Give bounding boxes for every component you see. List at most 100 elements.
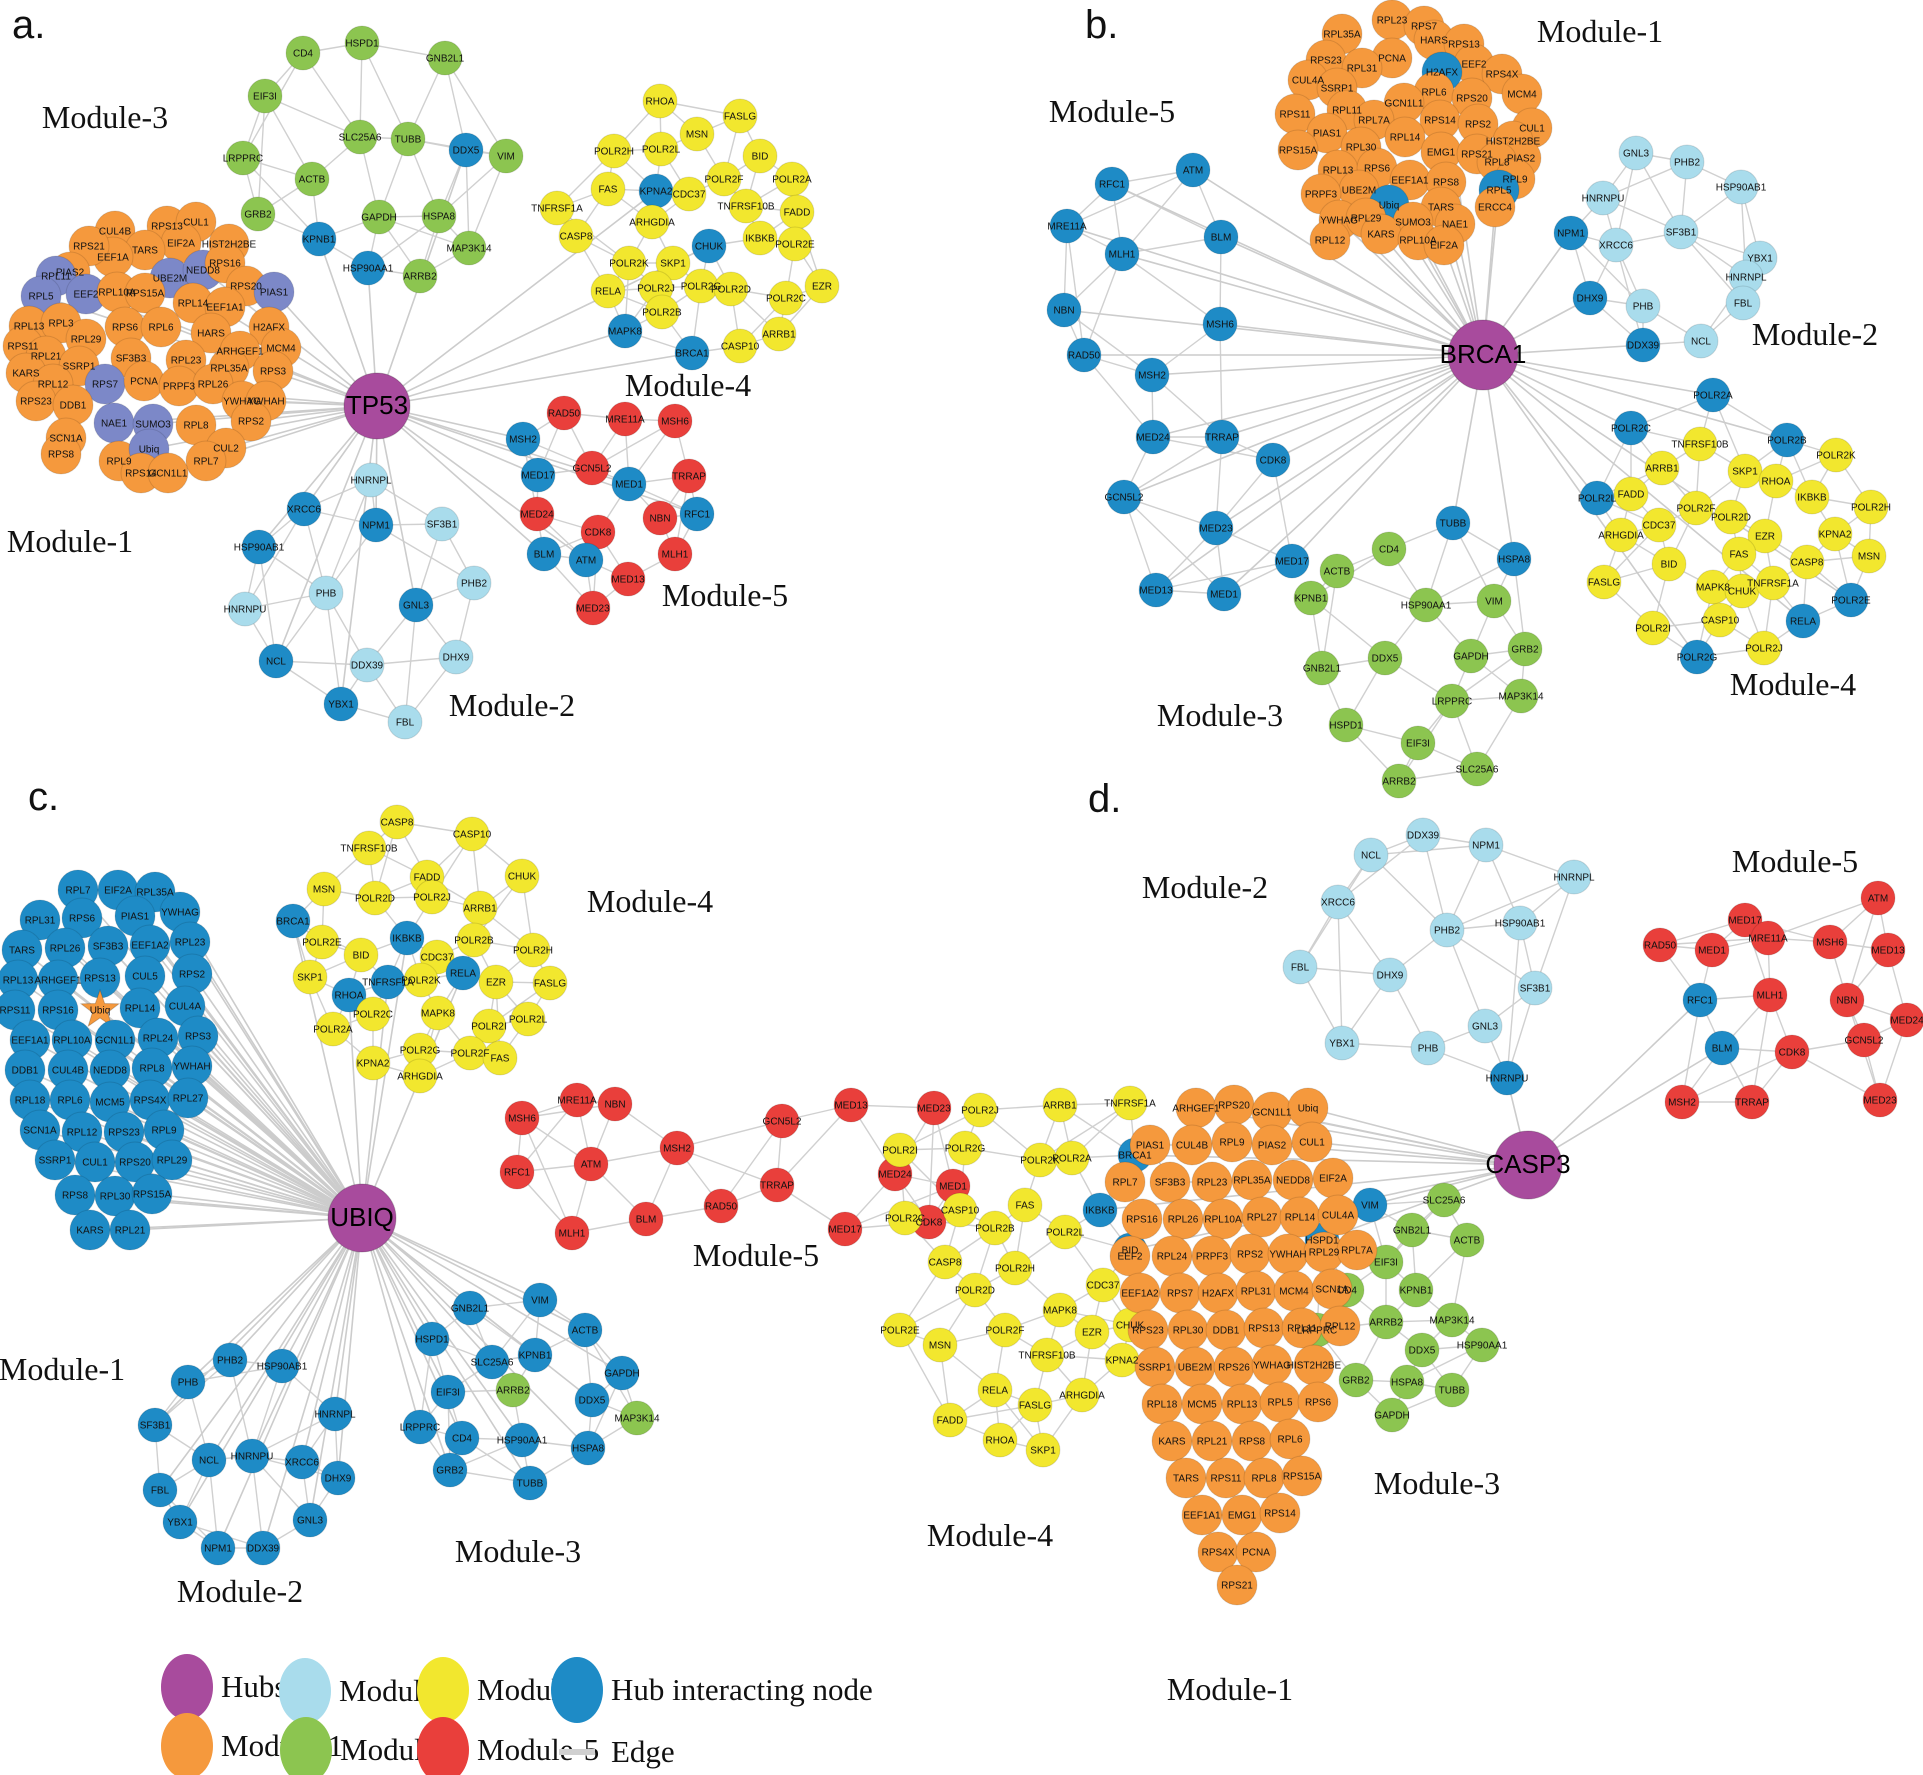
node-POLR2J[interactable]	[1746, 630, 1782, 666]
node-RPL31[interactable]	[19, 899, 61, 941]
node-CDK8[interactable]	[1255, 442, 1291, 478]
node-SF3B1[interactable]	[1517, 970, 1553, 1006]
node-BLM[interactable]	[1203, 219, 1239, 255]
node-CDK8[interactable]	[1774, 1034, 1810, 1070]
node-BID[interactable]	[1651, 546, 1687, 582]
node-NBN[interactable]	[1829, 982, 1865, 1018]
node-FADD[interactable]	[1613, 476, 1649, 512]
node-HSPD1[interactable]	[1328, 707, 1364, 743]
node-TARS[interactable]	[1165, 1457, 1207, 1499]
node-NPM1[interactable]	[358, 507, 394, 543]
node-ACTB[interactable]	[1449, 1222, 1485, 1258]
node-MSH6[interactable]	[1812, 924, 1848, 960]
node-POLR2B[interactable]	[1769, 422, 1805, 458]
node-RPL26[interactable]	[1162, 1198, 1204, 1240]
node-MSH2[interactable]	[1664, 1084, 1700, 1120]
node-POLR2A[interactable]	[315, 1011, 351, 1047]
node-GNL3[interactable]	[292, 1502, 328, 1538]
node-HARS[interactable]	[190, 312, 232, 354]
node-POLR2G[interactable]	[683, 268, 719, 304]
node-HNRNPL[interactable]	[317, 1396, 353, 1432]
node-RPS7[interactable]	[1159, 1272, 1201, 1314]
node-FAS[interactable]	[1007, 1187, 1043, 1223]
node-BID[interactable]	[742, 138, 778, 174]
node-RPL12[interactable]	[1309, 219, 1351, 261]
node-MSN[interactable]	[922, 1327, 958, 1363]
node-NPM1[interactable]	[200, 1530, 236, 1566]
node-MAPK8[interactable]	[420, 995, 456, 1031]
node-FAS[interactable]	[590, 171, 626, 207]
node-POLR2B[interactable]	[977, 1210, 1013, 1246]
node-FASLG[interactable]	[532, 965, 568, 1001]
node-RPS6[interactable]	[1297, 1381, 1339, 1423]
node-POLR2H[interactable]	[596, 133, 632, 169]
node-SCN1A[interactable]	[1311, 1268, 1353, 1310]
node-BLM[interactable]	[628, 1201, 664, 1237]
node-BRCA1[interactable]	[674, 335, 710, 371]
node-SSRP1[interactable]	[1134, 1346, 1176, 1388]
node-RPS14[interactable]	[1259, 1492, 1301, 1534]
node-ACTB[interactable]	[294, 161, 330, 197]
node-RPS2[interactable]	[1229, 1233, 1271, 1275]
node-RPS8[interactable]	[40, 433, 82, 475]
node-RPS11[interactable]	[1205, 1457, 1247, 1499]
node-POLR2G[interactable]	[1679, 639, 1715, 675]
node-NPM1[interactable]	[1553, 215, 1589, 251]
node-RPS21[interactable]	[1216, 1564, 1258, 1606]
node-FAS[interactable]	[1721, 536, 1757, 572]
node-HSP90AB1[interactable]	[264, 1348, 300, 1384]
node-RPL21[interactable]	[109, 1209, 151, 1251]
node-PIAS2[interactable]	[1251, 1124, 1293, 1166]
node-RPL12[interactable]	[1319, 1305, 1361, 1347]
node-RPL8[interactable]	[1243, 1457, 1285, 1499]
node-HSP90AA1[interactable]	[350, 250, 386, 286]
node-HNRNPU[interactable]	[227, 591, 263, 627]
node-RELA[interactable]	[590, 273, 626, 309]
node-SSRP1[interactable]	[34, 1139, 76, 1181]
node-CD4[interactable]	[444, 1420, 480, 1456]
node-XRCC6[interactable]	[284, 1444, 320, 1480]
node-TRRAP[interactable]	[1204, 419, 1240, 455]
node-MED23[interactable]	[916, 1090, 952, 1126]
node-EIF3I[interactable]	[430, 1374, 466, 1410]
node-RPS26[interactable]	[1213, 1346, 1255, 1388]
node-MSN[interactable]	[306, 871, 342, 907]
node-MSH6[interactable]	[657, 403, 693, 439]
node-GAPDH[interactable]	[361, 199, 397, 235]
node-ARRB1[interactable]	[761, 316, 797, 352]
node-FBL[interactable]	[387, 704, 423, 740]
node-SKP1[interactable]	[292, 959, 328, 995]
node-CASP8[interactable]	[1789, 544, 1825, 580]
node-RAD50[interactable]	[703, 1188, 739, 1224]
node-POLR2H[interactable]	[997, 1250, 1033, 1286]
node-LRPPRC[interactable]	[225, 140, 261, 176]
node-TNFRSF1A[interactable]	[1755, 565, 1791, 601]
node-GNB2L1[interactable]	[1394, 1212, 1430, 1248]
node-ARHGEF1[interactable]	[1175, 1087, 1217, 1129]
node-RPL11[interactable]	[1281, 1307, 1323, 1349]
node-MSH6[interactable]	[504, 1100, 540, 1136]
node-MED23[interactable]	[575, 590, 611, 626]
node-RELA[interactable]	[1785, 603, 1821, 639]
node-HSP90AB1[interactable]	[241, 529, 277, 565]
node-GNB2L1[interactable]	[452, 1290, 488, 1326]
node-LRPPRC[interactable]	[1434, 683, 1470, 719]
node-TRRAP[interactable]	[1734, 1084, 1770, 1120]
node-ARRB2[interactable]	[402, 258, 438, 294]
node-NCL[interactable]	[191, 1442, 227, 1478]
node-VIM[interactable]	[488, 138, 524, 174]
node-XRCC6[interactable]	[1598, 227, 1634, 263]
node-KPNB1[interactable]	[1398, 1272, 1434, 1308]
node-ARHGDIA[interactable]	[634, 204, 670, 240]
node-FASLG[interactable]	[1017, 1387, 1053, 1423]
node-RPL10A[interactable]	[1202, 1198, 1244, 1240]
node-RPL5[interactable]	[1259, 1381, 1301, 1423]
node-RPL7A[interactable]	[1336, 1229, 1378, 1271]
node-EIF2A[interactable]	[1423, 224, 1465, 266]
node-GCN5L2[interactable]	[574, 450, 610, 486]
node-MAPK8[interactable]	[607, 313, 643, 349]
node-ERCC4[interactable]	[1474, 186, 1516, 228]
node-TNFRSF10B[interactable]	[351, 830, 387, 866]
node-MSH2[interactable]	[659, 1130, 695, 1166]
node-GNB2L1[interactable]	[427, 40, 463, 76]
